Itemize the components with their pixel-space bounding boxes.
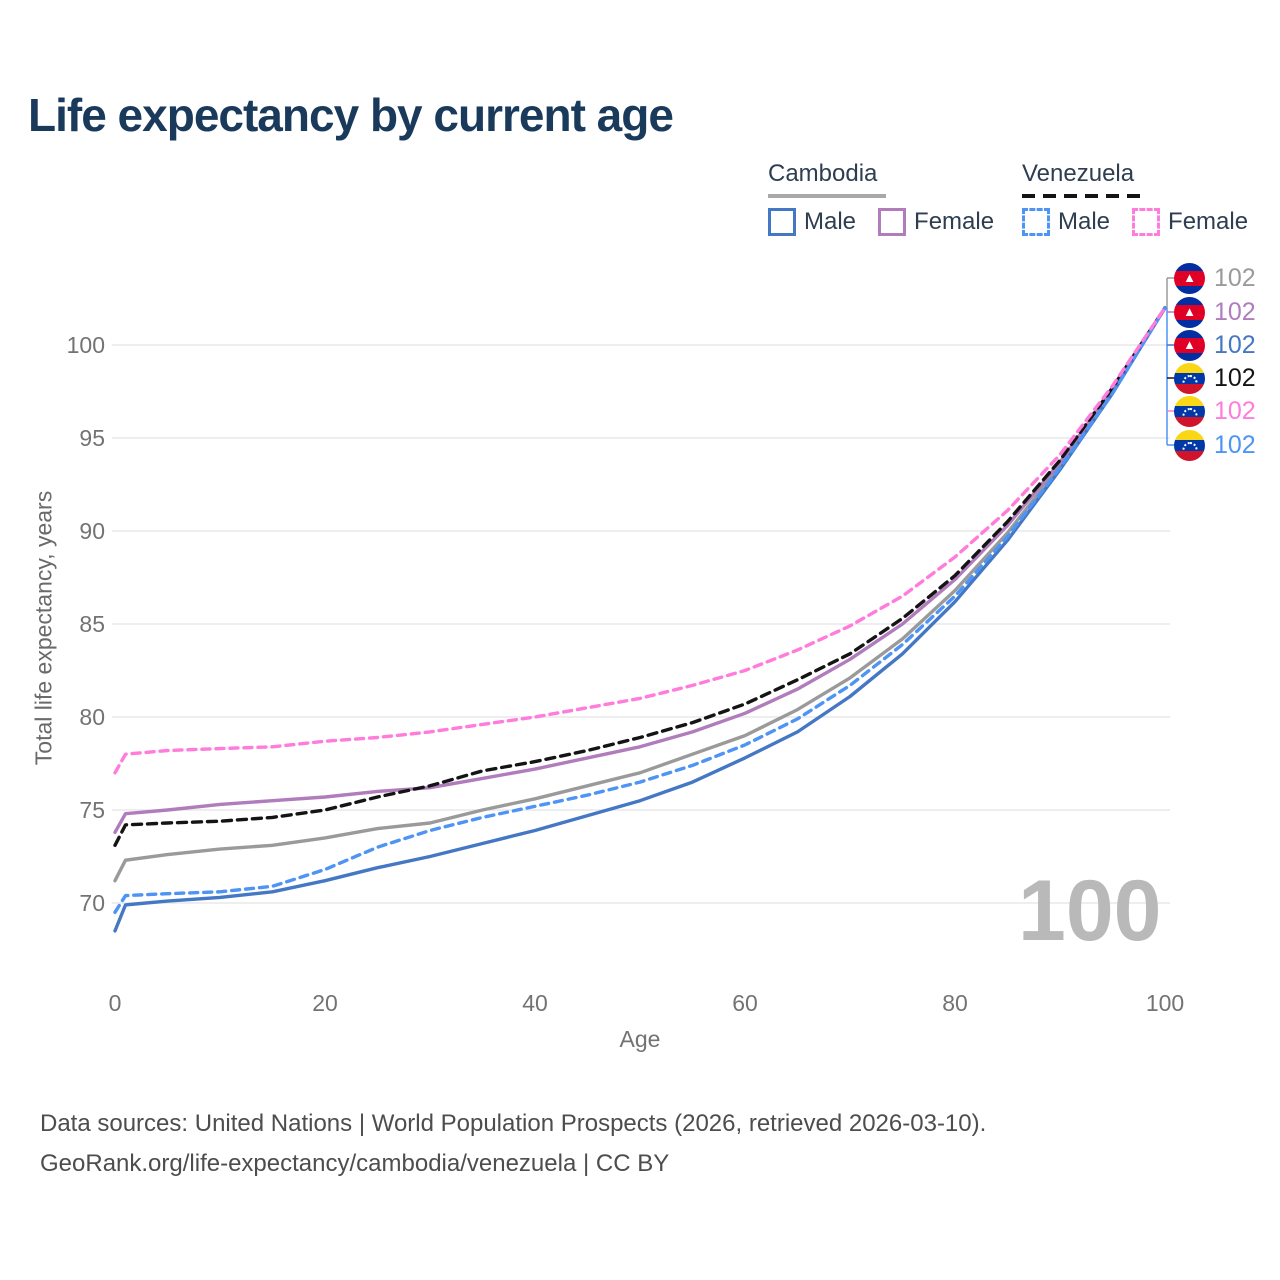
legend-label-female[interactable]: Female [1168,208,1249,235]
y-tick-label: 90 [79,518,105,544]
legend-group-cambodia: Cambodia Male Female [768,160,1008,236]
x-tick-label: 20 [312,990,338,1016]
y-tick-label: 75 [79,797,105,823]
legend-swatch-cambodia-female[interactable] [878,208,907,236]
y-tick-label: 85 [79,611,105,637]
cambodia-emblem: ▲ [1183,303,1196,319]
legend-items-row: Male Female [1022,208,1262,236]
legend-label-male[interactable]: Male [1058,208,1111,235]
legend-label-male[interactable]: Male [804,208,857,235]
end-label-row: 102 [1174,429,1256,461]
solid-line-style-icon [768,194,886,198]
cambodia-flag-icon: ▲ [1174,262,1205,294]
age-watermark: 100 [1018,863,1162,959]
attribution-link-text[interactable]: GeoRank.org/life-expectancy/cambodia/ven… [40,1150,670,1177]
series-line-cambodia-male [113,306,1167,933]
x-axis-title: Age [619,1026,661,1052]
cambodia-flag-icon: ▲ [1174,329,1205,361]
x-tick-label: 100 [1145,990,1185,1016]
legend-swatch-cambodia-male[interactable] [768,208,796,236]
y-tick-label: 100 [66,332,105,358]
legend-country-cambodia[interactable]: Cambodia [768,160,878,187]
legend-group-venezuela: Venezuela Male Female [1022,160,1262,236]
end-label-row: 102 [1174,395,1256,427]
end-value-label: 102 [1214,396,1256,425]
venezuela-emblem [1182,374,1197,383]
venezuela-emblem [1182,407,1197,416]
series-line-venezuela-male [113,306,1167,914]
end-label-row: ▲ 102 [1174,296,1256,328]
legend-label-female[interactable]: Female [914,208,995,235]
y-tick-label: 70 [79,890,105,916]
x-tick-label: 60 [732,990,758,1016]
legend-swatch-venezuela-male[interactable] [1022,208,1050,236]
x-tick-label: 40 [522,990,548,1016]
x-tick-label: 0 [108,990,122,1016]
end-label-row: ▲ 102 [1174,262,1256,294]
chart-title: Life expectancy by current age [28,89,674,141]
end-value-label: 102 [1214,363,1256,392]
legend-swatch-venezuela-female[interactable] [1132,208,1161,236]
cambodia-flag-icon: ▲ [1174,296,1205,328]
end-value-label: 102 [1214,330,1256,359]
end-value-label: 102 [1214,263,1256,292]
dashed-line-style-icon [1022,194,1140,198]
cambodia-emblem: ▲ [1183,336,1196,352]
venezuela-flag-icon [1174,429,1205,461]
data-sources-text: Data sources: United Nations | World Pop… [40,1110,987,1137]
series-line-cambodia-female [113,306,1167,834]
venezuela-flag-icon [1174,362,1205,394]
y-tick-label: 80 [79,704,105,730]
y-tick-label: 95 [79,425,105,451]
end-value-label: 102 [1214,430,1256,459]
cambodia-emblem: ▲ [1183,269,1196,285]
end-label-row: ▲ 102 [1174,329,1256,361]
y-axis-title: Total life expectancy, years [30,490,57,766]
series-line-venezuela-female [113,306,1167,775]
legend-country-venezuela[interactable]: Venezuela [1022,160,1135,187]
series-line-venezuela [113,306,1167,847]
series-line-cambodia [113,306,1167,883]
venezuela-flag-icon [1174,395,1205,427]
x-tick-label: 80 [942,990,968,1016]
end-value-label: 102 [1214,297,1256,326]
legend-items-row: Male Female [768,208,1008,236]
venezuela-emblem [1182,441,1197,450]
end-label-row: 102 [1174,362,1256,394]
